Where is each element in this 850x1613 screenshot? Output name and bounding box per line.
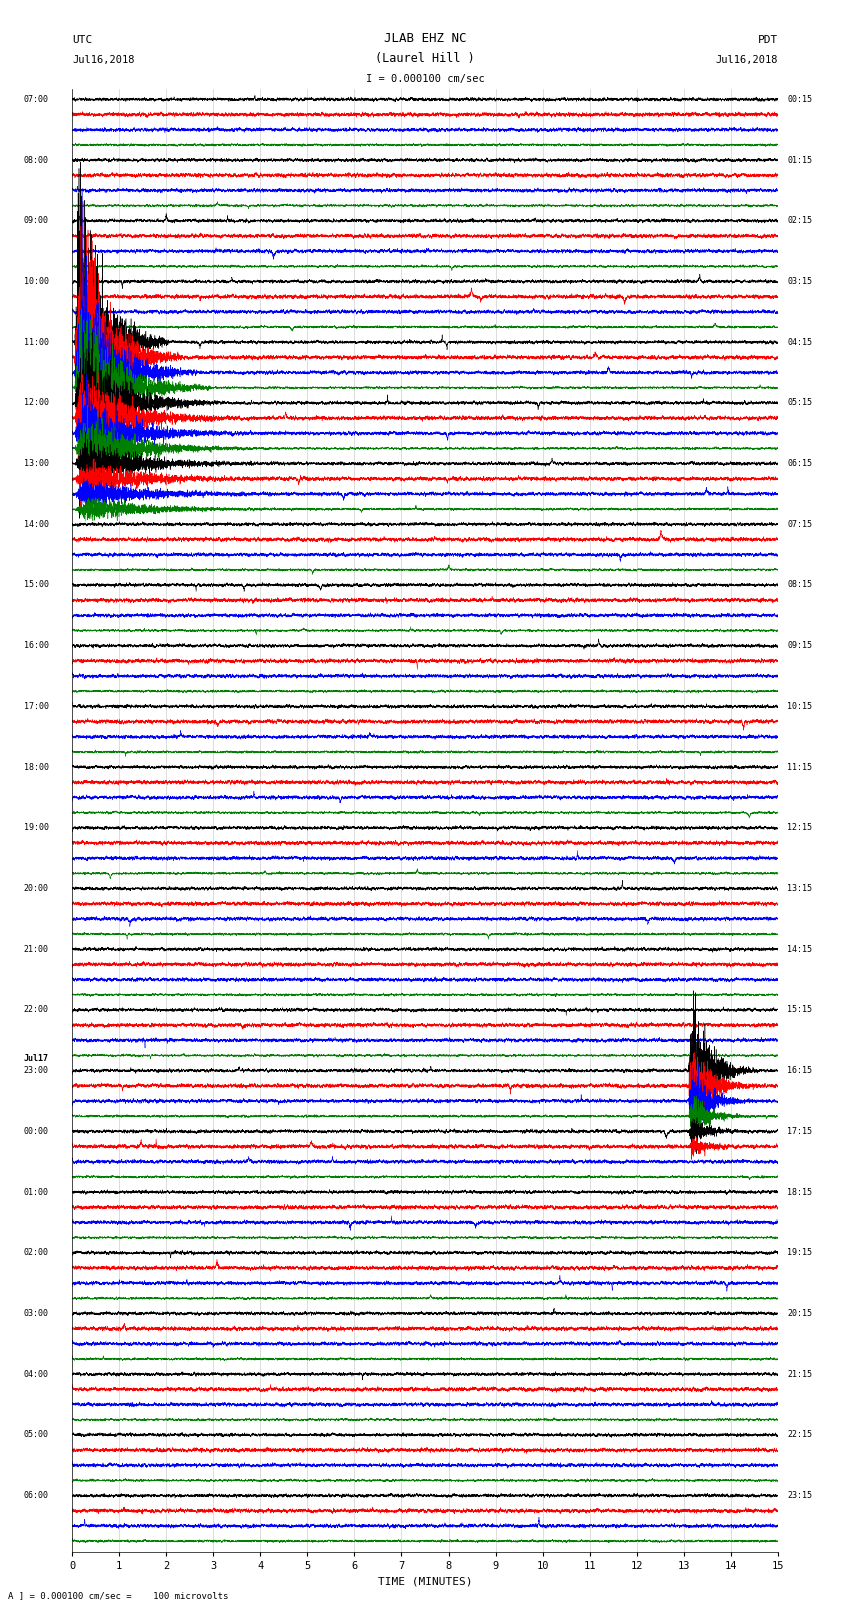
Text: 11:15: 11:15 <box>787 763 812 771</box>
Text: 04:15: 04:15 <box>787 337 812 347</box>
Text: 23:15: 23:15 <box>787 1490 812 1500</box>
Text: 08:15: 08:15 <box>787 581 812 589</box>
Text: Jul17: Jul17 <box>24 1053 48 1063</box>
Text: 06:00: 06:00 <box>24 1490 48 1500</box>
Text: Jul16,2018: Jul16,2018 <box>72 55 135 65</box>
Text: I = 0.000100 cm/sec: I = 0.000100 cm/sec <box>366 74 484 84</box>
Text: 17:00: 17:00 <box>24 702 48 711</box>
Text: A ] = 0.000100 cm/sec =    100 microvolts: A ] = 0.000100 cm/sec = 100 microvolts <box>8 1590 229 1600</box>
Text: 15:00: 15:00 <box>24 581 48 589</box>
Text: 15:15: 15:15 <box>787 1005 812 1015</box>
Text: 06:15: 06:15 <box>787 460 812 468</box>
Text: 00:00: 00:00 <box>24 1127 48 1136</box>
Text: JLAB EHZ NC: JLAB EHZ NC <box>383 32 467 45</box>
Text: 16:00: 16:00 <box>24 642 48 650</box>
Text: 05:15: 05:15 <box>787 398 812 408</box>
Text: 10:15: 10:15 <box>787 702 812 711</box>
Text: Jul16,2018: Jul16,2018 <box>715 55 778 65</box>
Text: 21:15: 21:15 <box>787 1369 812 1379</box>
Text: 21:00: 21:00 <box>24 945 48 953</box>
Text: 16:15: 16:15 <box>787 1066 812 1076</box>
Text: 19:15: 19:15 <box>787 1248 812 1257</box>
Text: 09:15: 09:15 <box>787 642 812 650</box>
Text: 10:00: 10:00 <box>24 277 48 286</box>
Text: 08:00: 08:00 <box>24 155 48 165</box>
Text: 11:00: 11:00 <box>24 337 48 347</box>
Text: 18:00: 18:00 <box>24 763 48 771</box>
Text: 05:00: 05:00 <box>24 1431 48 1439</box>
Text: 22:00: 22:00 <box>24 1005 48 1015</box>
Text: 20:15: 20:15 <box>787 1308 812 1318</box>
Text: 01:15: 01:15 <box>787 155 812 165</box>
Text: 13:15: 13:15 <box>787 884 812 894</box>
Text: 17:15: 17:15 <box>787 1127 812 1136</box>
Text: 09:00: 09:00 <box>24 216 48 226</box>
Text: (Laurel Hill ): (Laurel Hill ) <box>375 52 475 65</box>
Text: PDT: PDT <box>757 35 778 45</box>
Text: 23:00: 23:00 <box>24 1066 48 1076</box>
Text: 07:00: 07:00 <box>24 95 48 103</box>
Text: 18:15: 18:15 <box>787 1187 812 1197</box>
Text: 20:00: 20:00 <box>24 884 48 894</box>
Text: 13:00: 13:00 <box>24 460 48 468</box>
Text: 14:15: 14:15 <box>787 945 812 953</box>
Text: 00:15: 00:15 <box>787 95 812 103</box>
Text: 03:00: 03:00 <box>24 1308 48 1318</box>
Text: 19:00: 19:00 <box>24 823 48 832</box>
Text: 02:15: 02:15 <box>787 216 812 226</box>
Text: 01:00: 01:00 <box>24 1187 48 1197</box>
Text: 07:15: 07:15 <box>787 519 812 529</box>
Text: 12:15: 12:15 <box>787 823 812 832</box>
Text: 12:00: 12:00 <box>24 398 48 408</box>
Text: 22:15: 22:15 <box>787 1431 812 1439</box>
Text: 03:15: 03:15 <box>787 277 812 286</box>
Text: 14:00: 14:00 <box>24 519 48 529</box>
Text: UTC: UTC <box>72 35 93 45</box>
Text: 02:00: 02:00 <box>24 1248 48 1257</box>
Text: 04:00: 04:00 <box>24 1369 48 1379</box>
X-axis label: TIME (MINUTES): TIME (MINUTES) <box>377 1576 473 1586</box>
